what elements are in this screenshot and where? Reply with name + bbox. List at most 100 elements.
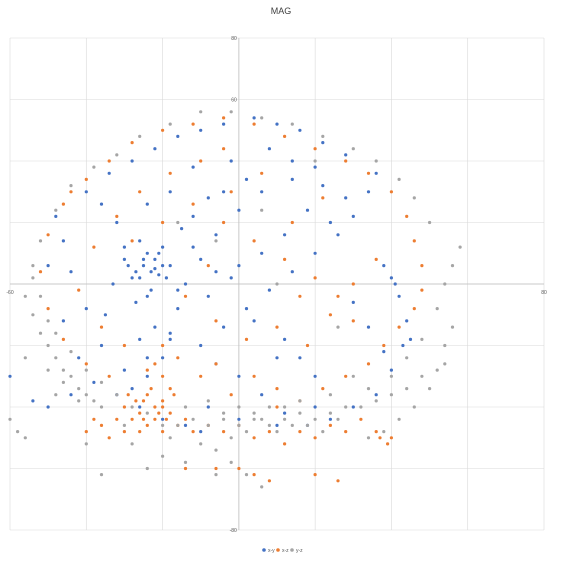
data-point (435, 368, 439, 372)
data-point (252, 122, 256, 126)
data-point (107, 159, 111, 163)
data-point (283, 134, 287, 138)
data-point (366, 362, 371, 366)
data-point (183, 466, 188, 471)
data-point (344, 196, 348, 200)
data-point (130, 417, 134, 421)
data-point (149, 270, 153, 274)
data-point (176, 423, 180, 427)
data-point (283, 405, 287, 409)
data-point (176, 288, 180, 292)
data-point (138, 405, 142, 409)
data-point (8, 374, 12, 378)
data-point (244, 473, 249, 477)
data-point (328, 417, 332, 421)
data-point (313, 374, 317, 378)
data-point (328, 220, 332, 225)
data-point (176, 220, 180, 225)
data-point (183, 460, 188, 464)
data-point (107, 171, 111, 175)
data-point (138, 430, 142, 434)
data-point (214, 233, 218, 237)
data-point (168, 331, 172, 335)
data-point (69, 270, 73, 274)
data-point (397, 177, 401, 181)
data-point (138, 134, 142, 138)
data-point (374, 159, 378, 163)
data-point (38, 239, 43, 243)
data-point (61, 380, 65, 384)
data-point (191, 417, 195, 421)
data-point (206, 399, 210, 403)
data-point (99, 380, 104, 384)
data-point (244, 177, 249, 181)
data-point (107, 374, 111, 378)
data-point (428, 387, 432, 391)
data-point (46, 264, 50, 268)
data-point (222, 325, 226, 329)
data-point (69, 190, 73, 194)
data-point (412, 405, 416, 409)
data-point (153, 147, 157, 151)
data-point (328, 393, 332, 397)
data-point (260, 116, 264, 120)
data-point (157, 251, 161, 255)
data-point (275, 325, 279, 329)
data-point (321, 196, 325, 200)
legend-item: x-y (262, 548, 275, 554)
data-point (244, 430, 249, 434)
data-point (54, 393, 58, 397)
data-point (206, 294, 210, 298)
data-point (244, 307, 249, 311)
data-point (199, 128, 203, 132)
data-point (180, 227, 184, 231)
data-point (138, 337, 142, 341)
data-point (389, 276, 393, 280)
data-point (122, 245, 126, 249)
data-point (328, 411, 332, 415)
data-point (161, 128, 165, 132)
data-point (77, 387, 81, 391)
data-point (145, 251, 149, 255)
data-point (290, 159, 294, 163)
data-point (405, 214, 409, 218)
data-point (214, 319, 218, 323)
data-point (191, 202, 195, 206)
data-point (206, 196, 210, 200)
data-point (321, 134, 325, 138)
data-point (161, 245, 165, 249)
data-point (405, 387, 409, 391)
data-point (16, 430, 20, 434)
data-point (130, 405, 134, 409)
data-point (336, 233, 340, 237)
data-point (298, 356, 302, 360)
data-point (275, 356, 279, 360)
data-point (145, 423, 149, 427)
data-point (141, 257, 146, 261)
data-point (397, 417, 401, 421)
data-point (374, 257, 378, 261)
data-point (374, 399, 378, 403)
data-point (153, 325, 157, 329)
data-point (275, 387, 279, 391)
legend-item: x-z (276, 548, 289, 554)
data-point (298, 294, 302, 298)
data-point (435, 307, 439, 311)
data-point (275, 430, 279, 434)
data-point (222, 147, 226, 151)
data-point (313, 417, 317, 421)
data-point (252, 239, 256, 243)
data-point (122, 368, 126, 372)
data-point (283, 442, 287, 446)
data-point (382, 343, 386, 348)
data-point (23, 436, 27, 440)
data-point (161, 405, 165, 409)
data-point (153, 362, 157, 366)
data-point (99, 473, 104, 477)
data-point (420, 337, 424, 341)
legend-marker (262, 548, 266, 552)
data-point (344, 159, 348, 163)
data-point (229, 159, 233, 163)
data-point (92, 165, 96, 169)
data-point (313, 251, 317, 255)
